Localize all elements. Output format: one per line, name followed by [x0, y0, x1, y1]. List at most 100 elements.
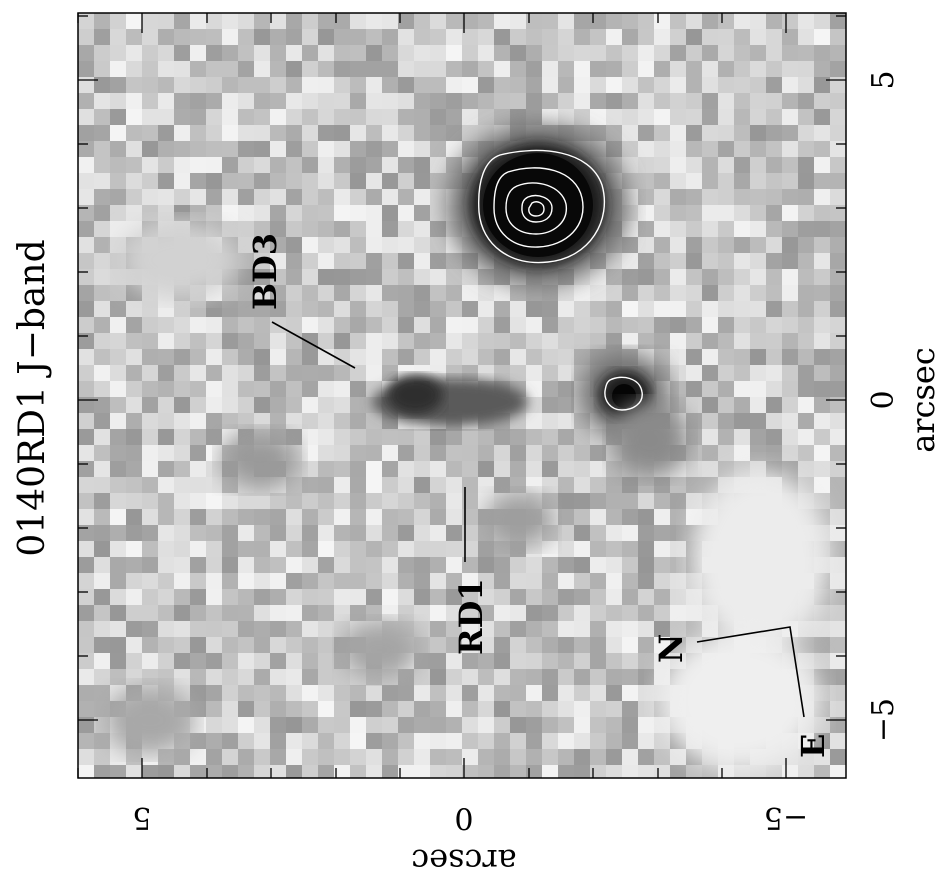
noise-pixel	[750, 301, 766, 317]
noise-pixel	[718, 13, 734, 29]
noise-pixel	[446, 589, 462, 605]
noise-pixel	[622, 637, 638, 653]
noise-pixel	[430, 493, 446, 509]
noise-pixel	[798, 461, 814, 477]
noise-pixel	[510, 557, 526, 573]
noise-pixel	[270, 285, 286, 301]
noise-pixel	[814, 653, 830, 669]
noise-pixel	[174, 493, 190, 509]
noise-pixel	[366, 509, 382, 525]
noise-pixel	[142, 29, 158, 45]
noise-pixel	[286, 109, 302, 125]
noise-pixel	[126, 77, 142, 93]
noise-pixel	[638, 749, 654, 765]
noise-pixel	[766, 93, 782, 109]
noise-pixel	[206, 749, 222, 765]
noise-pixel	[526, 365, 542, 381]
noise-pixel	[494, 461, 510, 477]
noise-pixel	[254, 253, 270, 269]
noise-pixel	[142, 301, 158, 317]
noise-pixel	[270, 93, 286, 109]
noise-pixel	[510, 413, 526, 429]
noise-pixel	[190, 429, 206, 445]
noise-pixel	[446, 685, 462, 701]
noise-pixel	[94, 653, 110, 669]
noise-pixel	[302, 381, 318, 397]
noise-pixel	[158, 93, 174, 109]
noise-pixel	[94, 413, 110, 429]
noise-pixel	[446, 109, 462, 125]
noise-pixel	[398, 765, 414, 778]
noise-pixel	[110, 413, 126, 429]
noise-pixel	[702, 317, 718, 333]
noise-pixel	[462, 45, 478, 61]
noise-pixel	[286, 637, 302, 653]
noise-pixel	[590, 317, 606, 333]
noise-pixel	[222, 365, 238, 381]
noise-pixel	[638, 301, 654, 317]
noise-pixel	[126, 429, 142, 445]
noise-pixel	[558, 509, 574, 525]
noise-pixel	[206, 717, 222, 733]
noise-pixel	[574, 621, 590, 637]
noise-pixel	[110, 269, 126, 285]
noise-pixel	[350, 237, 366, 253]
noise-pixel	[430, 221, 446, 237]
noise-pixel	[126, 365, 142, 381]
noise-pixel	[510, 573, 526, 589]
noise-pixel	[686, 477, 702, 493]
noise-pixel	[126, 589, 142, 605]
noise-pixel	[286, 701, 302, 717]
noise-pixel	[414, 733, 430, 749]
noise-pixel	[238, 637, 254, 653]
noise-pixel	[734, 13, 750, 29]
noise-pixel	[78, 637, 94, 653]
noise-pixel	[78, 765, 94, 778]
noise-pixel	[462, 493, 478, 509]
noise-pixel	[366, 477, 382, 493]
noise-pixel	[670, 477, 686, 493]
noise-pixel	[718, 141, 734, 157]
noise-pixel	[622, 237, 638, 253]
noise-pixel	[750, 317, 766, 333]
noise-pixel	[318, 477, 334, 493]
noise-pixel	[318, 285, 334, 301]
noise-pixel	[302, 765, 318, 778]
noise-pixel	[334, 157, 350, 173]
noise-pixel	[462, 317, 478, 333]
noise-pixel	[158, 413, 174, 429]
noise-pixel	[142, 349, 158, 365]
noise-pixel	[222, 61, 238, 77]
noise-pixel	[350, 525, 366, 541]
noise-pixel	[622, 333, 638, 349]
noise-pixel	[302, 733, 318, 749]
noise-pixel	[542, 765, 558, 778]
noise-pixel	[190, 61, 206, 77]
noise-pixel	[686, 317, 702, 333]
noise-pixel	[414, 525, 430, 541]
noise-pixel	[558, 77, 574, 93]
noise-pixel	[158, 333, 174, 349]
noise-pixel	[526, 45, 542, 61]
noise-pixel	[334, 605, 350, 621]
noise-pixel	[798, 93, 814, 109]
noise-pixel	[670, 557, 686, 573]
noise-pixel	[814, 301, 830, 317]
noise-pixel	[478, 717, 494, 733]
noise-pixel	[654, 157, 670, 173]
noise-pixel	[702, 461, 718, 477]
noise-pixel	[462, 701, 478, 717]
noise-pixel	[702, 45, 718, 61]
noise-pixel	[654, 77, 670, 93]
noise-pixel	[590, 589, 606, 605]
noise-pixel	[638, 45, 654, 61]
noise-pixel	[110, 381, 126, 397]
noise-pixel	[654, 13, 670, 29]
noise-pixel	[142, 381, 158, 397]
noise-pixel	[382, 525, 398, 541]
noise-pixel	[78, 365, 94, 381]
figure-title: 0140RD1 J−band	[12, 239, 53, 556]
noise-pixel	[94, 109, 110, 125]
noise-pixel	[670, 61, 686, 77]
noise-pixel	[814, 285, 830, 301]
